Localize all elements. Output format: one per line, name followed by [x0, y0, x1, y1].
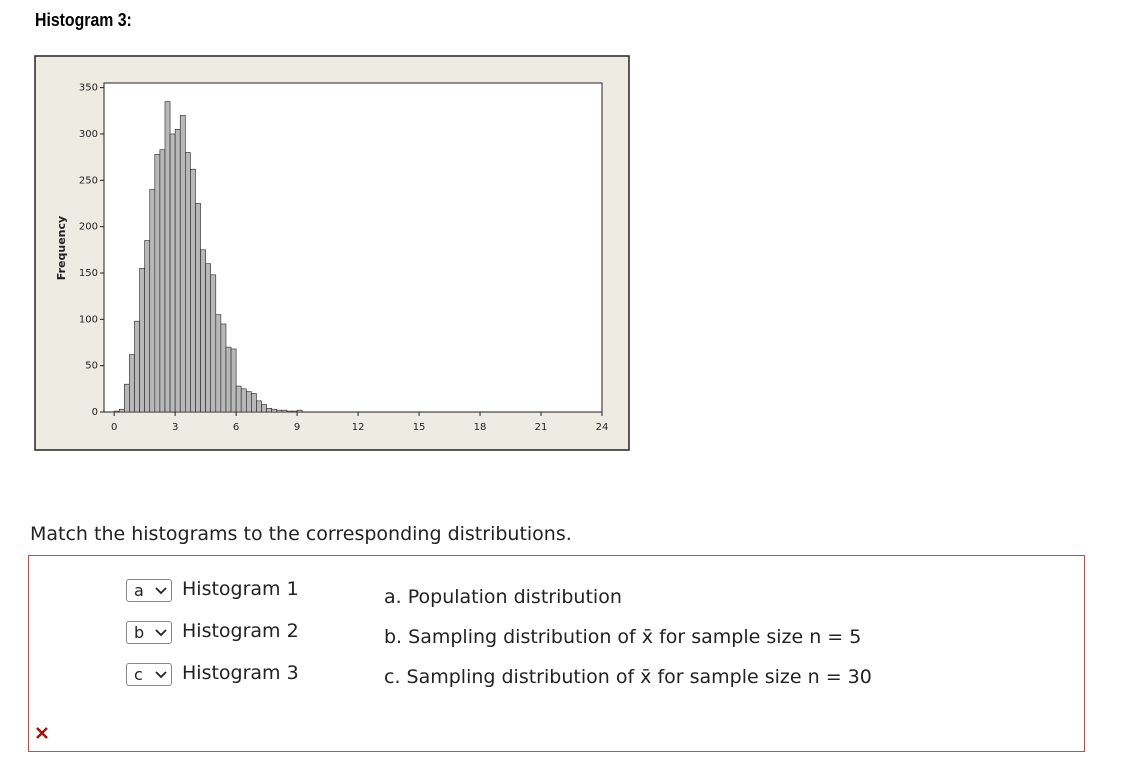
chevron — [155, 671, 167, 679]
bar — [256, 400, 262, 413]
bar — [190, 168, 196, 413]
bar — [225, 346, 232, 413]
x-tick-label: 12 — [352, 422, 365, 433]
bar — [179, 115, 186, 413]
y-tick-label: 200 — [79, 222, 98, 233]
bar — [169, 133, 176, 413]
chevron — [155, 587, 167, 595]
dropdown[interactable]: b — [126, 621, 172, 644]
bar — [129, 354, 135, 413]
x-tick-label: 24 — [596, 422, 609, 433]
bar — [220, 323, 227, 413]
bar — [124, 383, 130, 413]
bar — [261, 404, 267, 413]
x-tick-label: 9 — [294, 422, 300, 433]
bar — [174, 129, 181, 413]
option-text: c. Sampling distribution of x̄ for sampl… — [384, 666, 872, 688]
bar — [205, 263, 212, 413]
bar — [144, 240, 151, 413]
bar — [154, 154, 161, 413]
y-tick-label: 0 — [92, 407, 98, 418]
bar — [185, 152, 191, 413]
question: Match the histograms to the correspondin… — [30, 523, 572, 545]
bar — [281, 409, 288, 413]
bar — [276, 409, 283, 413]
y-tick-label: 250 — [79, 175, 98, 186]
bar — [296, 409, 303, 413]
bar — [240, 388, 247, 413]
option-text: b. Sampling distribution of x̄ for sampl… — [384, 626, 862, 648]
y-tick-label: 100 — [79, 314, 98, 325]
bar — [195, 203, 201, 413]
bar — [139, 268, 145, 413]
x-tick-label: 15 — [413, 422, 426, 433]
bar — [159, 149, 166, 413]
incorrect-icon — [36, 727, 48, 739]
y-tick-label: 50 — [85, 361, 98, 372]
y-axis-label: Frequency — [55, 216, 68, 280]
bar — [251, 393, 257, 413]
heading: Histogram 3: — [35, 10, 132, 30]
bar — [134, 320, 140, 413]
bar — [271, 408, 278, 413]
x-tick-label: 21 — [535, 422, 548, 433]
bar — [113, 410, 120, 413]
bar — [245, 391, 252, 413]
answer-box: a Histogram 1 b Histogram 2 c Histogram 3 a. P… — [28, 555, 1085, 752]
x-tick-label: 3 — [172, 422, 178, 433]
bar — [235, 385, 242, 413]
match-label: Histogram 2 — [182, 620, 299, 642]
y-tick-label: 300 — [79, 129, 98, 140]
x-tick-label: 0 — [111, 422, 117, 433]
bar — [149, 189, 156, 413]
bar — [266, 407, 272, 413]
match-label: Histogram 3 — [182, 662, 299, 684]
y-tick-label: 350 — [79, 83, 98, 94]
option-text: a. Population distribution — [384, 586, 622, 608]
bar — [286, 410, 293, 413]
bar — [230, 348, 237, 413]
bar — [118, 408, 125, 413]
y-tick-label: 150 — [79, 268, 98, 279]
match-label: Histogram 1 — [182, 578, 299, 600]
dropdown[interactable]: c — [126, 663, 172, 686]
histogram-chart: Frequency 0 50 100 150 200 250 300 350 0 3 6 9 12 15 1… — [34, 55, 630, 451]
bar — [210, 274, 217, 413]
bar — [215, 314, 222, 413]
dropdown[interactable]: a — [126, 579, 172, 602]
bar — [291, 410, 298, 413]
bar — [200, 249, 206, 413]
bar — [164, 101, 171, 413]
x-tick-label: 6 — [233, 422, 239, 433]
chevron — [155, 629, 167, 637]
x-tick-label: 18 — [474, 422, 487, 433]
